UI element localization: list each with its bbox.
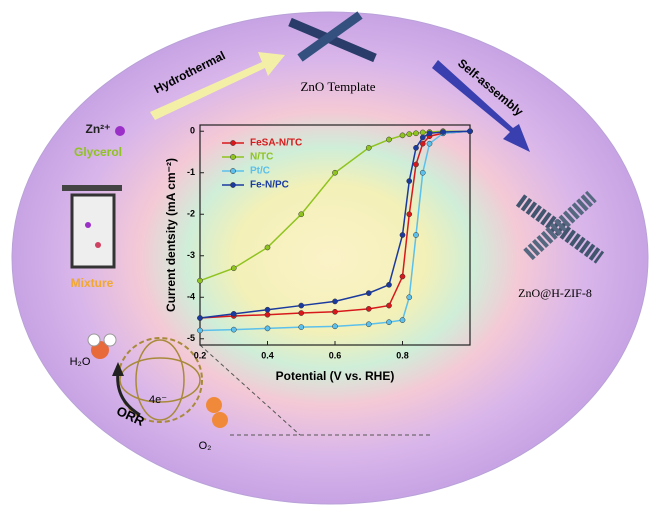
fullerene: [119, 357, 201, 403]
data-point: [413, 130, 419, 137]
data-point: [399, 132, 406, 139]
data-point: [365, 321, 372, 328]
data-point: [298, 324, 305, 331]
label: Zn²⁺: [86, 122, 111, 136]
data-point: [230, 265, 237, 272]
data-point: [419, 140, 426, 147]
data-point: [386, 136, 392, 143]
atom: [87, 333, 101, 347]
data-point: [230, 311, 237, 317]
data-point: [386, 302, 392, 309]
ion: [95, 242, 101, 248]
data-point: [332, 298, 338, 305]
x-tick-label: 0.8: [396, 350, 409, 360]
arrow: [432, 60, 530, 152]
legend-label: N/TC: [250, 152, 273, 163]
data-point: [264, 244, 271, 251]
data-point: [332, 323, 338, 330]
legend-marker: [230, 154, 236, 160]
data-point: [426, 130, 433, 137]
data-point: [406, 131, 413, 137]
data-point: [365, 290, 372, 296]
data-point: [264, 325, 271, 332]
rod: [515, 194, 605, 264]
data-point: [419, 134, 426, 141]
data-point: [406, 178, 413, 184]
label: O₂: [199, 440, 212, 452]
data-point: [197, 327, 203, 334]
legend-label: Pt/C: [250, 166, 270, 177]
data-point: [230, 326, 237, 333]
data-point: [413, 144, 419, 151]
y-tick-label: -4: [187, 292, 195, 302]
atom: [103, 333, 117, 347]
arrow-head: [112, 362, 124, 376]
rod: [523, 190, 597, 261]
data-point: [365, 144, 372, 151]
data-point: [197, 277, 203, 284]
atom: [212, 412, 228, 428]
data-point: [426, 140, 433, 147]
x-axis-label: Potential (V vs. RHE): [276, 369, 395, 383]
x-tick-label: 0.2: [194, 350, 207, 360]
arrow: [150, 52, 285, 120]
x-tick-label: 0.6: [329, 350, 342, 360]
data-point: [386, 319, 392, 326]
arrow: [116, 371, 141, 417]
label: 4e⁻: [149, 394, 167, 406]
data-point: [399, 317, 406, 323]
label: H₂O: [70, 356, 91, 368]
data-point: [365, 306, 372, 312]
autoclave: [70, 193, 116, 269]
y-tick-label: -3: [187, 250, 195, 260]
legend-label: FeSA-N/TC: [250, 138, 302, 149]
data-point: [467, 128, 473, 135]
atom: [206, 397, 222, 413]
y-tick-label: 0: [190, 126, 195, 136]
y-axis-label: Current dentsity (mA cm⁻²): [164, 158, 178, 312]
data-point: [264, 311, 271, 318]
label: Mixture: [71, 276, 114, 290]
data-point: [406, 211, 413, 218]
data-point: [413, 161, 419, 168]
data-point: [197, 315, 203, 321]
x-tick-label: 0.4: [261, 350, 274, 360]
legend-label: Fe-N/PC: [250, 180, 289, 191]
ion: [85, 222, 91, 228]
data-point: [440, 129, 446, 135]
autoclave-lid: [62, 185, 122, 191]
rod: [297, 11, 363, 62]
fullerene: [135, 339, 185, 421]
data-point: [419, 169, 426, 176]
guide: [199, 344, 301, 436]
data-point: [413, 232, 419, 238]
background-ellipse: [11, 11, 649, 505]
data-point: [406, 294, 413, 301]
ion: [115, 126, 125, 136]
label: ZnO@H-ZIF-8: [518, 286, 592, 300]
data-point: [298, 211, 305, 218]
data-point: [298, 302, 305, 309]
label: ZnO Template: [300, 79, 375, 94]
data-point: [399, 273, 406, 280]
legend-marker: [230, 168, 236, 174]
data-point: [399, 232, 406, 238]
y-tick-label: -5: [187, 333, 195, 343]
data-point: [386, 281, 392, 288]
series-line: [199, 130, 471, 332]
legend-marker: [230, 182, 236, 188]
y-tick-label: -2: [187, 209, 195, 219]
y-tick-label: -1: [187, 167, 195, 177]
label: Glycerol: [74, 145, 122, 159]
data-point: [332, 308, 338, 315]
data-point: [332, 169, 338, 176]
data-point: [264, 306, 271, 313]
data-point: [298, 310, 305, 316]
data-point: [419, 129, 426, 136]
legend-marker: [230, 140, 236, 146]
